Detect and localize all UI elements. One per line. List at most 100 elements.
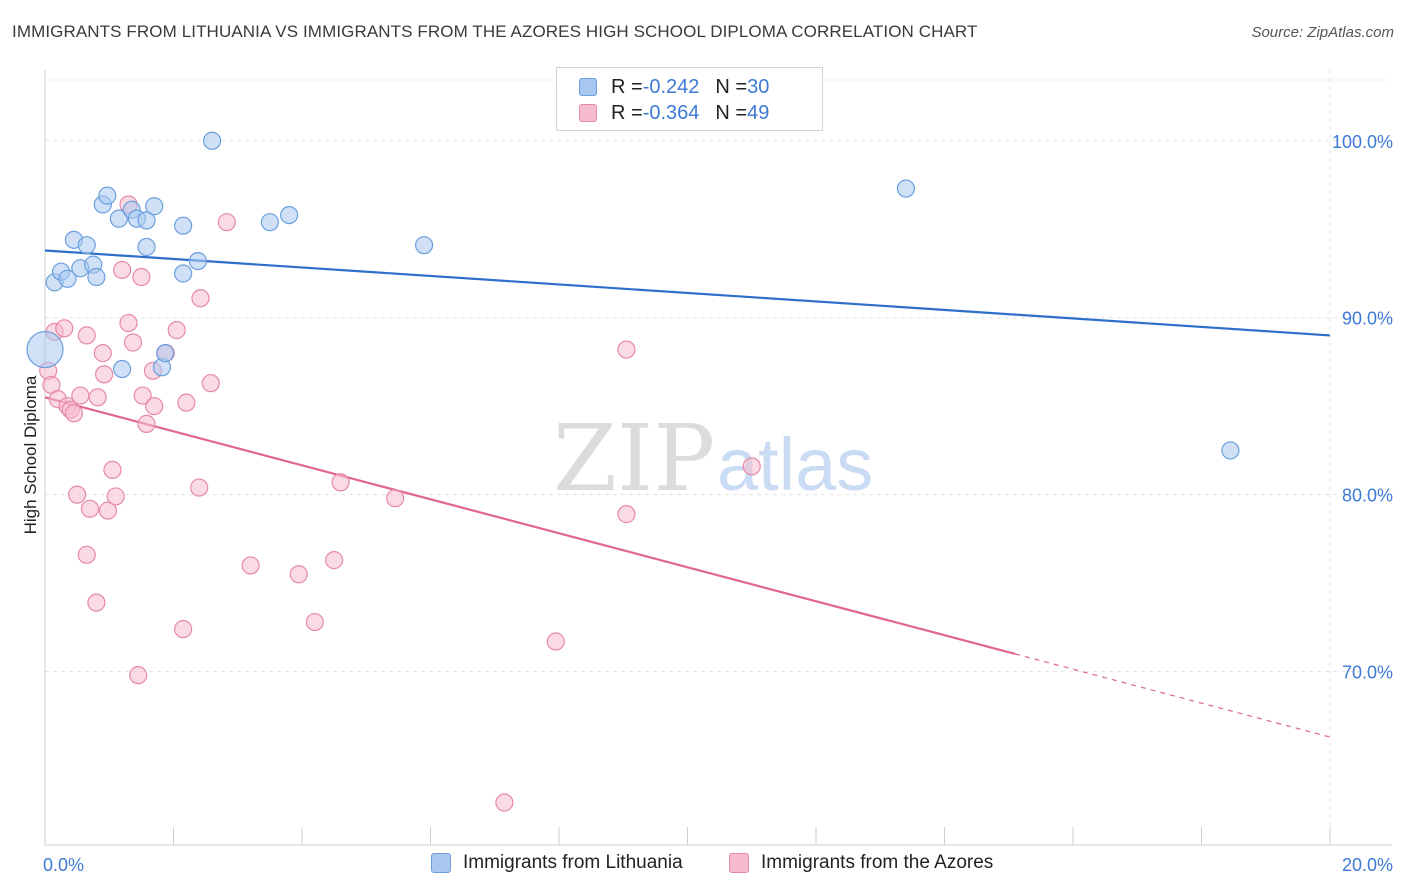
- point-azores: [133, 386, 152, 405]
- point-lithuania: [156, 344, 175, 363]
- point-azores: [201, 374, 220, 393]
- point-azores: [103, 460, 122, 479]
- point-lithuania: [26, 330, 64, 369]
- point-lithuania: [174, 216, 193, 235]
- series-swatch-blue: [431, 853, 451, 873]
- point-lithuania: [188, 251, 208, 271]
- point-azores: [106, 487, 125, 506]
- point-lithuania: [112, 359, 132, 379]
- point-azores: [190, 478, 209, 497]
- point-azores: [88, 388, 107, 407]
- point-azores: [77, 545, 96, 564]
- point-azores: [112, 260, 132, 280]
- point-azores: [331, 473, 350, 492]
- series-legend-lithuania[interactable]: Immigrants from Lithuania: [431, 852, 683, 874]
- point-azores: [71, 386, 90, 405]
- point-azores: [95, 365, 114, 384]
- chart-title: IMMIGRANTS FROM LITHUANIA VS IMMIGRANTS …: [12, 22, 978, 41]
- trend-lines: [44, 249, 1331, 738]
- legend-n-value: 49: [747, 101, 770, 124]
- trend-line-azores: [44, 396, 1016, 655]
- point-azores: [123, 333, 143, 352]
- point-lithuania: [87, 267, 106, 287]
- trend-line-azores-extension: [1015, 653, 1331, 738]
- point-lithuania: [58, 269, 77, 288]
- legend-r-label: R =: [611, 101, 643, 124]
- series-legend-label: Immigrants from Lithuania: [463, 852, 683, 873]
- series-legend-label: Immigrants from the Azores: [761, 852, 994, 873]
- point-azores: [119, 313, 138, 333]
- point-azores: [145, 397, 164, 416]
- legend-swatch-blue: [579, 78, 597, 96]
- y-tick-label: 90.0%: [1342, 309, 1393, 329]
- point-lithuania: [109, 209, 128, 228]
- y-axis-label: High School Diploma: [21, 375, 40, 534]
- x-tick-label: 0.0%: [43, 855, 84, 875]
- trend-line-lithuania: [44, 249, 1331, 337]
- point-azores: [80, 499, 100, 518]
- point-lithuania: [1221, 441, 1240, 460]
- point-azores: [289, 565, 308, 584]
- point-azores: [55, 319, 74, 338]
- series-legend: Immigrants from Lithuania Immigrants fro…: [0, 852, 1406, 876]
- watermark-atlas: atlas: [717, 423, 873, 506]
- legend-n-value: 30: [747, 75, 770, 98]
- point-lithuania: [202, 131, 222, 150]
- point-azores: [617, 505, 636, 524]
- point-lithuania: [98, 186, 117, 205]
- point-lithuania: [174, 264, 193, 283]
- legend-n-label: N =: [715, 75, 748, 98]
- point-azores: [617, 340, 636, 359]
- point-lithuania: [280, 205, 299, 225]
- point-azores: [167, 321, 186, 340]
- source-label: Source: ZipAtlas.com: [1251, 24, 1394, 41]
- point-azores: [64, 404, 84, 423]
- point-azores: [241, 556, 260, 575]
- data-points: [26, 131, 1240, 812]
- axes: [44, 70, 1392, 846]
- point-lithuania: [137, 211, 156, 230]
- watermark-zip: ZIP: [553, 405, 715, 512]
- legend-swatch-pink: [579, 104, 597, 122]
- point-azores: [174, 620, 193, 639]
- point-lithuania: [137, 237, 156, 257]
- series-legend-azores[interactable]: Immigrants from the Azores: [729, 852, 993, 874]
- point-lithuania: [145, 197, 164, 216]
- point-azores: [129, 666, 148, 685]
- legend-r-value: -0.364: [642, 101, 700, 124]
- point-azores: [98, 501, 118, 520]
- point-azores: [386, 489, 405, 508]
- y-tick-label: 80.0%: [1342, 486, 1393, 506]
- point-azores: [217, 213, 236, 232]
- legend-row-azores: R = -0.364 N = 49: [579, 102, 769, 124]
- point-azores: [93, 344, 112, 363]
- x-tick-label: 20.0%: [1342, 855, 1393, 875]
- point-azores: [325, 551, 344, 570]
- point-azores: [177, 393, 196, 412]
- point-azores: [495, 793, 514, 812]
- point-azores: [68, 485, 87, 504]
- legend-n-label: N =: [715, 101, 748, 124]
- point-lithuania: [414, 236, 434, 255]
- point-azores: [742, 457, 761, 476]
- point-azores: [132, 267, 151, 287]
- point-lithuania: [77, 236, 96, 255]
- correlation-legend: R = -0.242 N = 30 R = -0.364 N = 49: [556, 67, 823, 131]
- point-azores: [87, 593, 106, 612]
- point-lithuania: [896, 179, 916, 198]
- point-azores: [305, 612, 324, 632]
- y-tick-label: 70.0%: [1342, 663, 1393, 683]
- legend-r-label: R =: [611, 75, 643, 98]
- point-azores: [191, 289, 210, 308]
- legend-r-value: -0.242: [642, 75, 700, 98]
- legend-row-lithuania: R = -0.242 N = 30: [579, 76, 769, 98]
- tick-labels: 70.0% 80.0% 90.0% 100.0% 0.0% 20.0%: [43, 132, 1393, 875]
- y-tick-label: 100.0%: [1332, 132, 1393, 152]
- watermark: ZIP atlas: [553, 405, 873, 512]
- point-azores: [137, 414, 156, 433]
- point-azores: [77, 326, 96, 345]
- point-azores: [546, 632, 565, 651]
- point-lithuania: [260, 213, 279, 232]
- series-swatch-pink: [729, 853, 749, 873]
